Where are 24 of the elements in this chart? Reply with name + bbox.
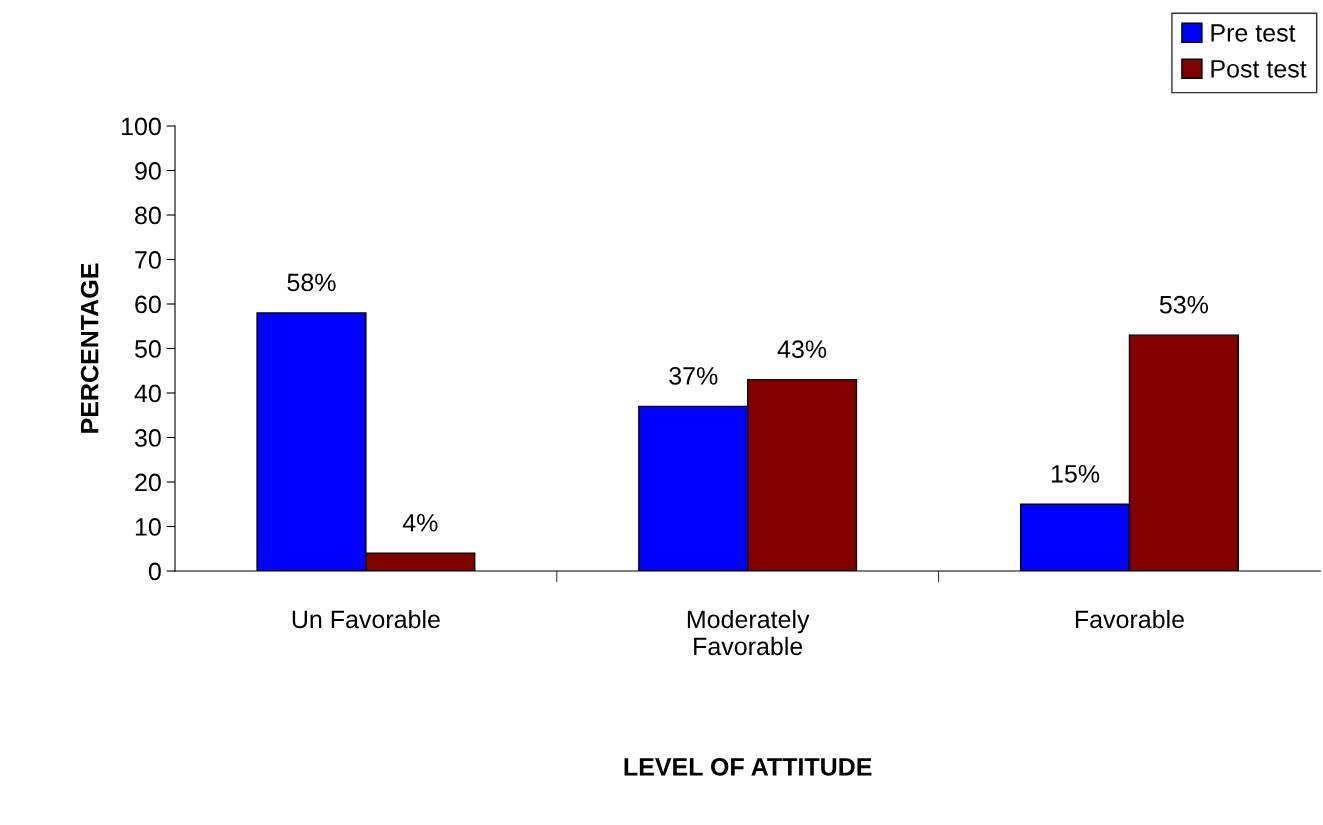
y-tick-label: 0	[148, 562, 161, 581]
x-tick-label: Favorable	[1075, 609, 1184, 629]
y-tick-label: 50	[135, 340, 161, 358]
y-tick-label: 90	[135, 162, 161, 180]
y-axis-title: PERCENTAGE	[80, 263, 99, 433]
legend-label: Post test	[1211, 60, 1307, 78]
y-tick-label: 80	[135, 206, 161, 225]
y-tick-label: 70	[135, 251, 161, 269]
data-label: 58%	[287, 273, 336, 292]
y-tick-label: 20	[135, 473, 161, 492]
y-tick-label: 30	[134, 429, 161, 447]
x-tick-label: Un Favorable	[292, 609, 440, 629]
y-tick-label: 40	[134, 384, 161, 403]
data-label: 53%	[1159, 295, 1208, 314]
data-label: 4%	[402, 514, 438, 532]
legend-label: Pre test	[1211, 24, 1296, 42]
data-label: 37%	[669, 367, 718, 385]
x-tick-label: Moderately Favorable	[687, 609, 810, 656]
data-label: 43%	[777, 340, 827, 359]
y-tick-label: 100	[122, 117, 161, 136]
x-axis-title: LEVEL OF ATTITUDE	[624, 758, 872, 776]
y-tick-label: 60	[135, 295, 161, 314]
data-label: 15%	[1051, 465, 1100, 483]
y-tick-label: 10	[135, 518, 161, 536]
